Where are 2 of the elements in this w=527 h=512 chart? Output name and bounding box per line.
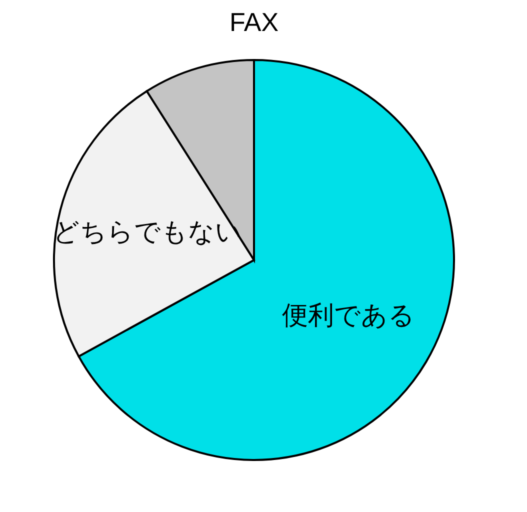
- chart-title: FAX: [229, 7, 279, 37]
- slice-label: 便利である: [282, 300, 416, 331]
